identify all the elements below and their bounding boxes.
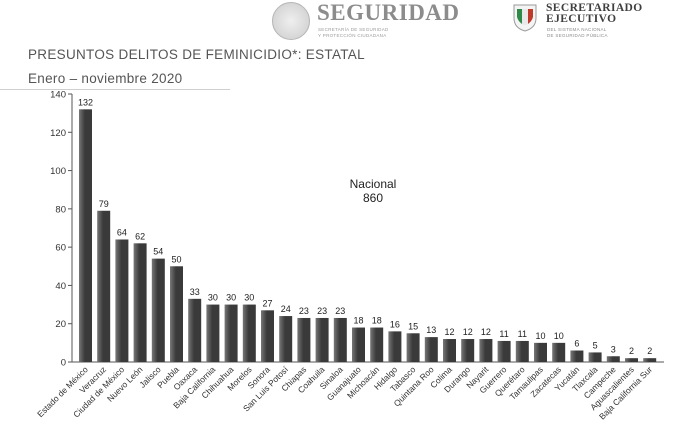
bar — [625, 358, 638, 362]
national-total-label: Nacional — [350, 177, 397, 191]
data-label: 11 — [499, 329, 508, 339]
bar — [388, 331, 402, 362]
y-tick-label: 0 — [61, 358, 66, 369]
data-label: 5 — [593, 340, 598, 350]
seguridad-subtitle-line-2: Y PROTECCIÓN CIUDADANA — [318, 33, 387, 38]
bars-group — [79, 109, 657, 362]
secretariado-shield-icon — [513, 4, 537, 32]
bar — [115, 239, 129, 362]
bar — [370, 327, 384, 362]
bar — [534, 342, 547, 362]
bar — [570, 350, 584, 362]
bar — [424, 337, 438, 362]
data-label: 64 — [117, 227, 127, 237]
bar — [588, 352, 602, 362]
y-tick-label: 140 — [50, 90, 66, 101]
government-seal-icon — [272, 2, 310, 40]
data-label: 50 — [171, 254, 181, 264]
y-tick-label: 40 — [55, 281, 66, 292]
bar — [497, 340, 511, 362]
data-label: 10 — [554, 331, 564, 341]
data-label: 23 — [335, 306, 345, 316]
chart-title: PRESUNTOS DELITOS DE FEMINICIDIO*: ESTAT… — [28, 47, 365, 62]
bar — [333, 317, 347, 362]
header: SEGURIDAD SECRETARÍA DE SEGURIDAD Y PROT… — [0, 0, 696, 42]
data-label: 132 — [78, 97, 93, 107]
data-label: 30 — [226, 293, 236, 303]
data-label: 12 — [463, 327, 473, 337]
data-label: 11 — [518, 329, 527, 339]
bar — [151, 258, 165, 362]
data-label: 3 — [611, 344, 616, 354]
bar — [461, 339, 475, 362]
national-total-value: 860 — [363, 191, 383, 205]
bar — [643, 358, 657, 362]
bar — [133, 243, 147, 362]
data-label: 23 — [317, 306, 327, 316]
y-tick-label: 120 — [50, 128, 66, 139]
bar — [279, 316, 293, 362]
secretariado-subtitle-line-2: DE SEGURIDAD PÚBLICA — [547, 33, 608, 38]
bar — [315, 317, 329, 362]
data-label: 12 — [481, 327, 491, 337]
chart-subtitle: Enero – noviembre 2020 — [28, 71, 183, 86]
data-label: 30 — [208, 293, 218, 303]
bar — [170, 266, 183, 362]
subtitle-divider — [0, 89, 230, 90]
bar — [515, 340, 529, 362]
data-label: 24 — [281, 304, 291, 314]
bar — [479, 339, 493, 362]
data-label: 16 — [390, 319, 400, 329]
bar — [224, 304, 238, 362]
bar — [206, 304, 220, 362]
secretariado-title-line-2: EJECUTIVO — [546, 13, 617, 25]
data-label: 23 — [299, 306, 309, 316]
bar — [352, 327, 365, 362]
y-tick-label: 60 — [55, 243, 66, 254]
data-label: 79 — [99, 199, 109, 209]
secretariado-subtitle-line-1: DEL SISTEMA NACIONAL — [547, 27, 607, 32]
data-label: 2 — [647, 346, 652, 356]
seguridad-subtitle-line-1: SECRETARÍA DE SEGURIDAD — [318, 27, 389, 32]
y-tick-label: 20 — [55, 319, 66, 330]
data-label: 54 — [153, 247, 163, 257]
bar — [606, 356, 620, 362]
seguridad-logo-text: SEGURIDAD — [317, 0, 460, 25]
data-label: 30 — [244, 293, 254, 303]
y-tick-label: 80 — [55, 204, 66, 215]
data-label: 15 — [408, 321, 418, 331]
bar — [552, 342, 566, 362]
data-label: 2 — [629, 346, 634, 356]
data-label: 13 — [426, 325, 436, 335]
data-label: 18 — [353, 316, 363, 326]
data-label: 18 — [372, 316, 382, 326]
data-label: 33 — [190, 287, 200, 297]
bar — [242, 304, 256, 362]
bar — [443, 339, 456, 362]
data-label: 27 — [262, 298, 272, 308]
bar — [261, 310, 274, 362]
data-label: 62 — [135, 231, 145, 241]
bar — [188, 298, 202, 362]
bar — [79, 109, 92, 362]
bar — [97, 210, 111, 362]
bar — [297, 317, 311, 362]
bar — [406, 333, 420, 362]
data-label: 6 — [574, 339, 579, 349]
y-tick-label: 100 — [50, 166, 66, 177]
secretariado-title-line-1: SECRETARIADO — [546, 2, 643, 14]
data-label: 10 — [535, 331, 545, 341]
data-label: 12 — [444, 327, 454, 337]
